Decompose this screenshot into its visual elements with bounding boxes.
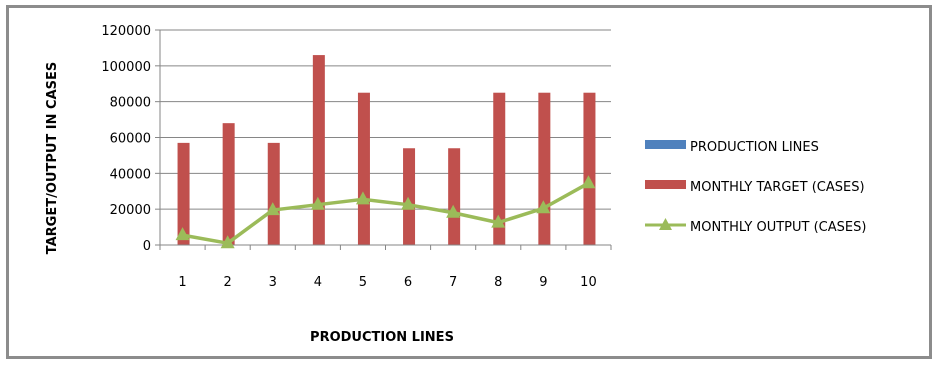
x-tick-label: 7 (449, 275, 457, 290)
bar-monthly-target (538, 92, 551, 245)
axes (155, 29, 612, 250)
legend-swatch-monthly-target (645, 180, 686, 189)
line-monthly-output (182, 181, 590, 245)
point-monthly-output (220, 235, 235, 249)
legend-label-production-lines: PRODUCTION LINES (690, 140, 819, 155)
y-tick-label: 80000 (110, 96, 151, 111)
y-tick-label: 120000 (101, 24, 151, 39)
legend-label-monthly-output: MONTHLY OUTPUT (CASES) (690, 220, 866, 235)
point-monthly-output (265, 202, 280, 216)
point-monthly-output (175, 227, 190, 241)
legend-item-monthly-target: MONTHLY TARGET (CASES) (645, 180, 865, 195)
bar-monthly-target (583, 92, 596, 245)
y-tick-label: 60000 (110, 132, 151, 147)
bar-monthly-target (493, 92, 506, 245)
bar-monthly-target (312, 55, 325, 246)
y-axis-title: TARGET/OUTPUT IN CASES (45, 62, 60, 255)
output-line (175, 175, 596, 249)
x-tick-label: 9 (539, 275, 547, 290)
x-tick-label: 4 (314, 275, 322, 290)
legend-swatch-production-lines (645, 140, 686, 149)
tick-labels: 0 20000 40000 60000 80000 100000 120000 1 2 3 4 5 6 7… (101, 24, 596, 290)
point-monthly-output (310, 196, 325, 210)
x-tick-label: 3 (269, 275, 277, 290)
bar-monthly-target (222, 123, 235, 245)
bar-monthly-target (403, 148, 416, 245)
y-tick-label: 0 (143, 239, 151, 254)
point-monthly-output (491, 214, 506, 228)
point-monthly-output (581, 175, 596, 189)
x-tick-label: 8 (494, 275, 502, 290)
y-tick-label: 20000 (110, 203, 151, 218)
x-tick-label: 6 (404, 275, 412, 290)
y-tick-label: 40000 (110, 167, 151, 182)
legend-marker-monthly-output (659, 218, 672, 230)
bar-monthly-target (448, 148, 461, 245)
bars (173, 55, 596, 246)
bar-monthly-target (267, 142, 280, 245)
x-tick-label: 5 (359, 275, 367, 290)
bar-monthly-target (357, 92, 370, 245)
y-tick-label: 100000 (101, 60, 151, 75)
legend-item-monthly-output: MONTHLY OUTPUT (CASES) (645, 218, 866, 235)
point-monthly-output (446, 204, 461, 218)
x-tick-label: 2 (224, 275, 232, 290)
legend-label-monthly-target: MONTHLY TARGET (CASES) (690, 180, 865, 195)
x-axis-title: PRODUCTION LINES (310, 330, 454, 345)
point-monthly-output (536, 200, 551, 214)
point-monthly-output (401, 196, 416, 210)
x-tick-label: 10 (580, 275, 597, 290)
x-tick-label: 1 (178, 275, 186, 290)
point-monthly-output (355, 191, 370, 205)
legend: PRODUCTION LINES MONTHLY TARGET (CASES) … (645, 140, 866, 235)
bar-monthly-target (177, 142, 190, 245)
legend-item-production-lines: PRODUCTION LINES (645, 140, 819, 155)
